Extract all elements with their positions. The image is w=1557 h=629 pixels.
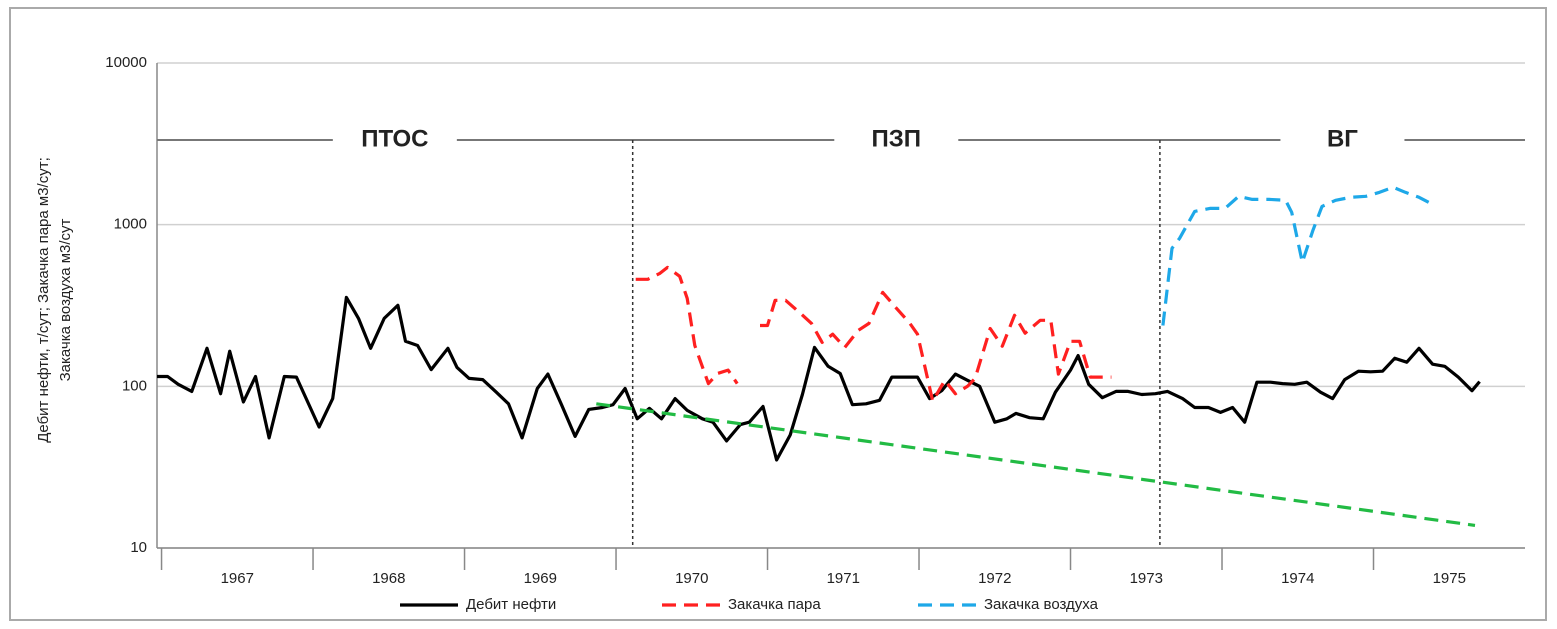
y-axis-label: Закачка воздуха м3/сут [57, 218, 74, 381]
x-tick-label: 1967 [221, 570, 254, 587]
x-tick-label: 1972 [978, 570, 1011, 587]
series-line [157, 295, 1481, 462]
x-tick-label: 1974 [1281, 570, 1314, 587]
x-tick-label: 1973 [1130, 570, 1163, 587]
legend-label: Закачка пара [728, 596, 821, 613]
series-line [1161, 185, 1434, 326]
phase-label-bg [1280, 124, 1405, 156]
phase-label: ПТОС [361, 125, 428, 152]
x-tick-label: 1969 [524, 570, 557, 587]
phase-label-bg [332, 124, 457, 156]
x-tick-label: 1971 [827, 570, 860, 587]
y-tick-label: 1000 [114, 216, 147, 233]
series-line [596, 402, 1476, 527]
x-tick-label: 1975 [1433, 570, 1466, 587]
y-tick-label: 10 [130, 539, 147, 556]
legend-label: Закачка воздуха [984, 596, 1099, 613]
y-tick-label: 100 [122, 377, 147, 394]
x-tick-label: 1968 [372, 570, 405, 587]
x-tick-label: 1970 [675, 570, 708, 587]
frame [9, 7, 1547, 621]
phase-label: ПЗП [872, 125, 922, 152]
series-line [635, 265, 1112, 403]
y-axis-label: Дебит нефти, т/сут; Закачка пара м3/сут; [35, 157, 52, 443]
phase-label: ВГ [1327, 125, 1358, 152]
legend-label: Дебит нефти [466, 596, 556, 613]
phase-label-bg [834, 124, 959, 156]
y-tick-label: 10000 [105, 54, 147, 71]
